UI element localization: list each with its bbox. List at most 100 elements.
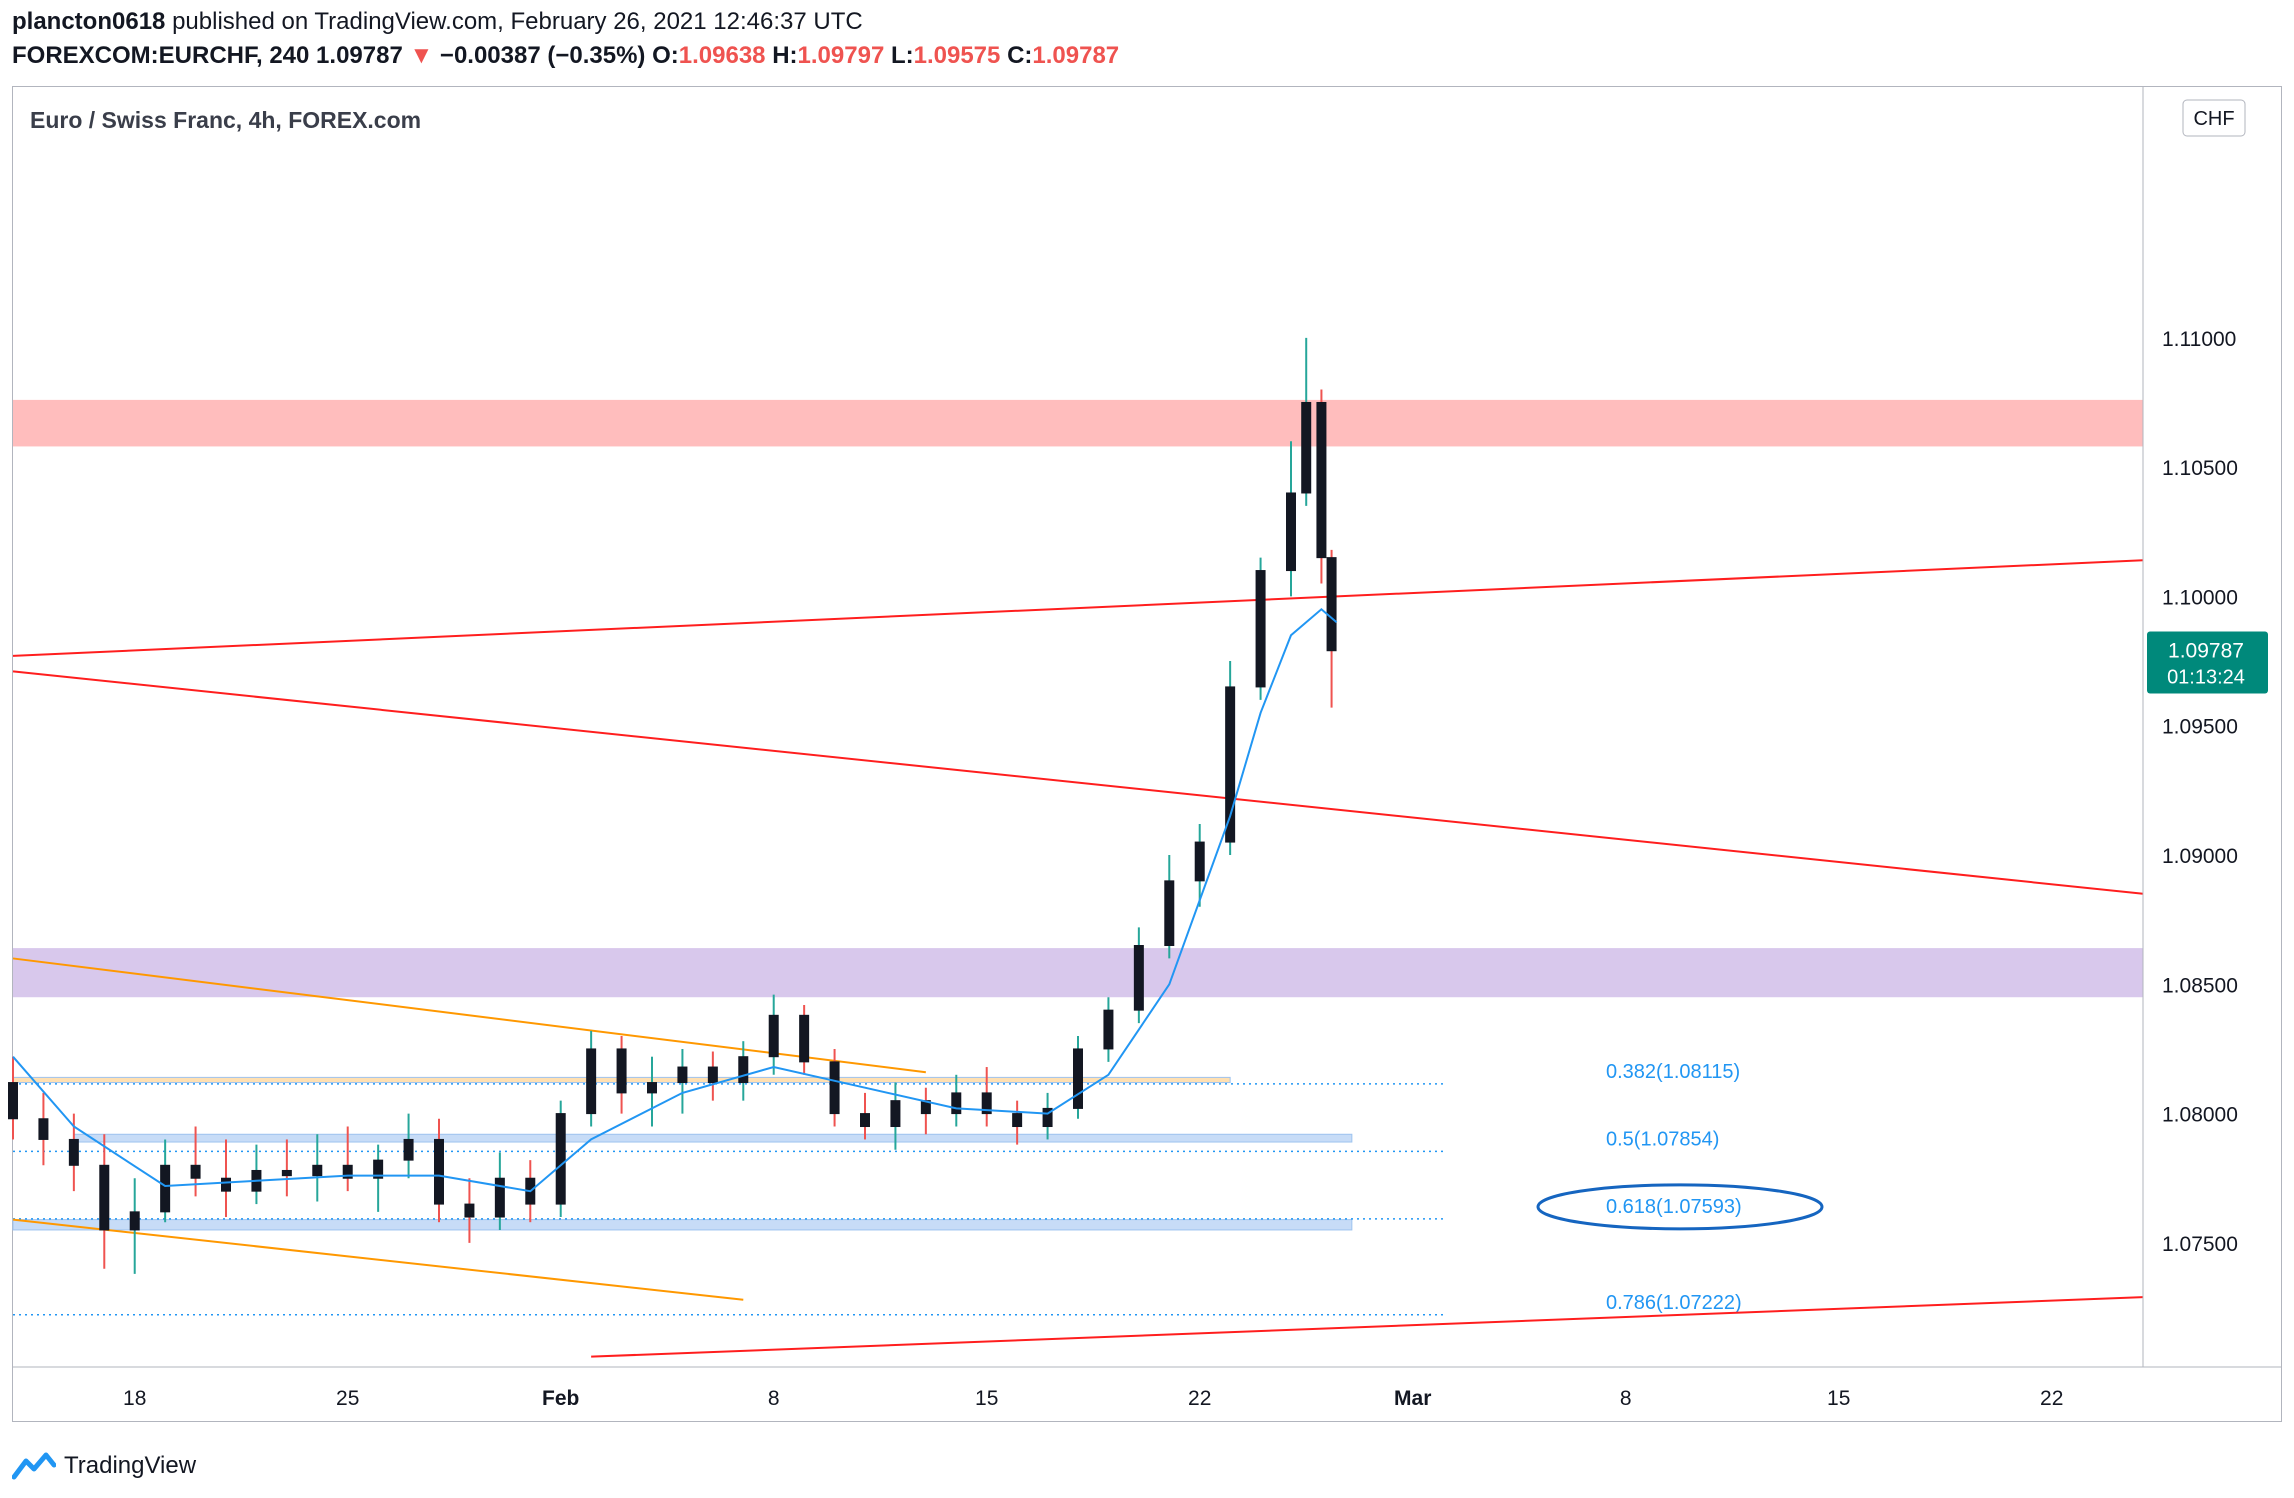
candle-body — [221, 1177, 231, 1192]
time-tick-label: 15 — [975, 1387, 998, 1410]
candle-body — [312, 1164, 323, 1177]
candle-body — [768, 1014, 779, 1058]
candle-body — [38, 1118, 49, 1140]
candle-body — [1326, 557, 1337, 652]
chart-frame[interactable] — [12, 86, 2282, 1422]
candle-body — [1225, 686, 1236, 843]
bar-countdown: 01:13:24 — [2167, 666, 2245, 688]
price-tick-label: 1.09000 — [2162, 845, 2238, 868]
resistance-zone — [13, 399, 2143, 447]
candle-body — [68, 1138, 79, 1166]
candle-body — [1255, 570, 1266, 688]
candle-body — [1164, 880, 1175, 947]
time-tick-label: 8 — [1620, 1387, 1632, 1410]
candle-body — [951, 1092, 962, 1115]
candle-body — [799, 1014, 810, 1063]
low-value: 1.09575 — [913, 42, 1001, 69]
moving-average-line — [12, 607, 1338, 1193]
candle-body — [8, 1082, 18, 1120]
chart-title: Euro / Swiss Franc, 4h, FOREX.com — [30, 107, 421, 133]
candle-body — [616, 1048, 627, 1094]
price-tick-label: 1.08500 — [2162, 974, 2238, 997]
candle-body — [981, 1092, 992, 1115]
candle-body — [129, 1211, 140, 1231]
time-tick-label: 15 — [1827, 1387, 1850, 1410]
close-value: 1.09787 — [1032, 42, 1120, 69]
candle-body — [373, 1159, 384, 1179]
publish-info: published on TradingView.com, February 2… — [172, 8, 863, 35]
highlight-circle — [1536, 1183, 1824, 1231]
high-value: 1.09797 — [797, 42, 885, 69]
time-tick-label: 18 — [123, 1387, 146, 1410]
candle-body — [890, 1100, 901, 1128]
orange-lower-line — [12, 1218, 744, 1301]
candle-body — [1042, 1107, 1053, 1128]
time-tick-label: 25 — [336, 1387, 359, 1410]
candle-body — [99, 1164, 110, 1231]
upper-red-line — [12, 559, 2144, 657]
lower-red-line — [591, 1296, 2144, 1358]
fib-05-zone — [73, 1133, 1353, 1143]
last-price-value: 1.09787 — [2168, 639, 2244, 662]
candle-body — [403, 1138, 414, 1161]
candle-body — [1316, 401, 1327, 559]
candle-body — [281, 1169, 292, 1177]
candle-body — [190, 1164, 201, 1179]
candle-body — [555, 1113, 566, 1205]
price-tick-label: 1.10500 — [2162, 457, 2238, 480]
fib-level-label: 0.382(1.08115) — [1606, 1061, 1740, 1083]
time-tick-label: Mar — [1394, 1387, 1431, 1410]
close-label: C: — [1007, 42, 1033, 69]
candle-body — [1194, 841, 1205, 882]
price-tick-label: 1.11000 — [2162, 328, 2236, 351]
time-tick-label: Feb — [542, 1387, 579, 1410]
tradingview-logo-icon — [12, 1452, 56, 1480]
descending-red-line — [12, 670, 2144, 895]
candle-body — [434, 1138, 444, 1205]
candle-body — [1073, 1048, 1083, 1109]
fib-level-label: 0.786(1.07222) — [1606, 1292, 1742, 1314]
currency-label: CHF — [2193, 108, 2234, 130]
ohlc-line: FOREXCOM:EURCHF, 240 1.09787 ▼ −0.00387 … — [12, 42, 1119, 70]
candle-body — [342, 1164, 353, 1179]
symbol-name: FOREXCOM:EURCHF, 240 — [12, 42, 310, 69]
candle-body — [1286, 492, 1296, 572]
candle-body — [1012, 1113, 1023, 1128]
support-zone — [13, 948, 2143, 998]
down-arrow-icon: ▼ — [409, 42, 434, 69]
price-change: −0.00387 (−0.35%) — [439, 42, 646, 69]
fib-level-label: 0.618(1.07593) — [1606, 1196, 1742, 1218]
candle-body — [586, 1048, 597, 1115]
candle-body — [829, 1061, 840, 1115]
fib-level-label: 0.5(1.07854) — [1606, 1128, 1719, 1150]
currency-badge — [2182, 99, 2246, 137]
last-price: 1.09787 — [316, 42, 403, 69]
time-tick-label: 22 — [2040, 1387, 2063, 1410]
last-price-tag — [2147, 631, 2268, 694]
candle-body — [160, 1164, 171, 1213]
low-label: L: — [890, 42, 914, 69]
price-tick-label: 1.09500 — [2162, 716, 2238, 739]
author-name[interactable]: plancton0618 — [12, 8, 166, 35]
open-label: O: — [652, 42, 679, 69]
high-label: H: — [772, 42, 798, 69]
footer-brand[interactable]: TradingView — [12, 1448, 196, 1484]
publish-line: plancton0618 published on TradingView.co… — [12, 8, 863, 36]
candle-body — [1103, 1009, 1114, 1050]
candle-body — [707, 1066, 718, 1084]
candle-body — [494, 1177, 505, 1218]
price-tick-label: 1.08000 — [2162, 1104, 2238, 1127]
candle-body — [1133, 945, 1144, 1011]
candle-body — [677, 1066, 688, 1084]
candle-body — [647, 1082, 657, 1094]
time-tick-label: 22 — [1188, 1387, 1211, 1410]
candle-body — [738, 1056, 749, 1084]
candle-body — [860, 1113, 870, 1128]
time-tick-label: 8 — [768, 1387, 780, 1410]
fib-0618-zone — [12, 1219, 1353, 1231]
candle-body — [1301, 401, 1312, 494]
open-value: 1.09638 — [678, 42, 766, 69]
price-tick-label: 1.10000 — [2162, 586, 2238, 609]
price-tick-label: 1.07500 — [2162, 1233, 2238, 1256]
